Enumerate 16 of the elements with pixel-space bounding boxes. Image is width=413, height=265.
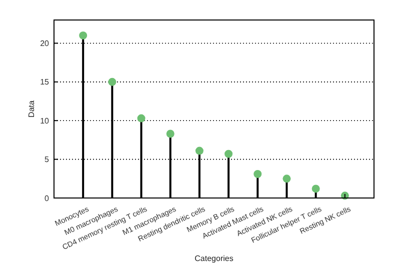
y-tick-label: 20 (40, 39, 50, 48)
point (166, 130, 174, 138)
y-tick-label: 15 (40, 78, 50, 87)
point (79, 31, 88, 40)
point (224, 150, 233, 158)
point (254, 170, 262, 178)
x-axis-title: Categories (194, 254, 234, 263)
point (137, 114, 146, 122)
y-tick-label: 10 (40, 116, 50, 126)
y-tick-label: 5 (44, 155, 50, 164)
y-tick-label: 0 (44, 194, 50, 203)
y-axis-title: Data (27, 100, 36, 118)
point (282, 174, 291, 183)
point (312, 184, 320, 193)
point (195, 146, 204, 155)
point (108, 78, 116, 86)
